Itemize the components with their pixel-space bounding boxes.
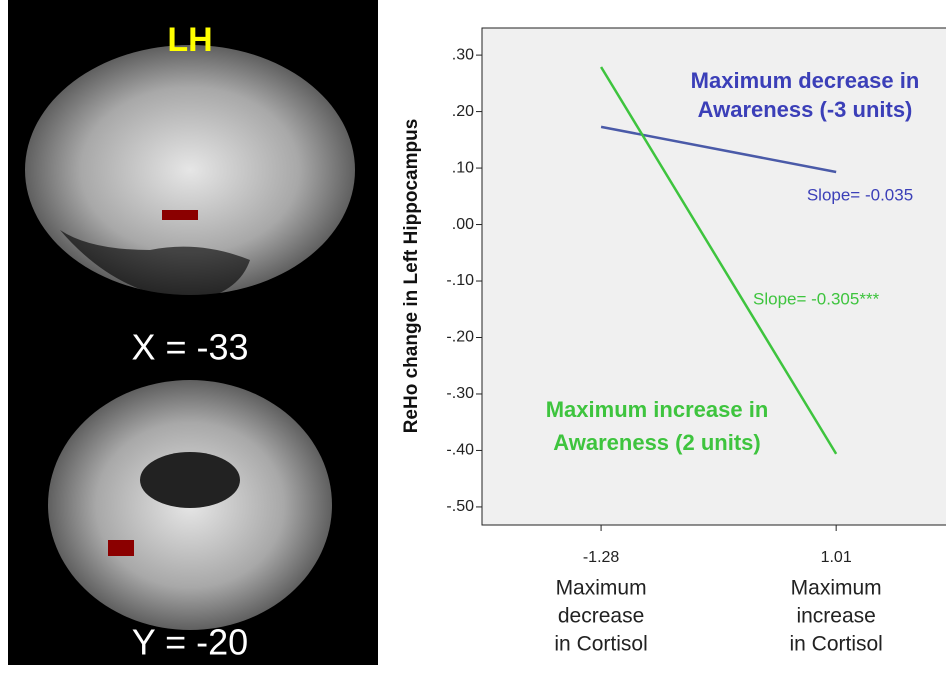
x-description: increase: [796, 605, 875, 628]
y-tick-label: -.40: [446, 442, 474, 459]
annotation: Slope= -0.305***: [753, 289, 880, 308]
x-description: in Cortisol: [789, 633, 882, 656]
y-tick-label: .10: [452, 159, 474, 176]
y-tick-label: .00: [452, 216, 474, 233]
series-line: [600, 66, 838, 455]
y-tick-label: -.50: [446, 498, 474, 515]
y-tick-label: -.20: [446, 329, 474, 346]
slice-label: X = -33: [131, 327, 248, 368]
activation-blob: [108, 540, 134, 556]
plot-area: [481, 27, 946, 526]
x-tick-label: 1.01: [821, 549, 852, 566]
annotation: Slope= -0.035: [807, 185, 913, 204]
brain-shading: [60, 230, 250, 300]
slice-label: Y = -20: [132, 622, 248, 663]
ventricle: [140, 452, 240, 508]
sagittal-brain: [25, 45, 355, 295]
activation-blob: [162, 210, 198, 220]
y-tick-label: .30: [452, 46, 474, 63]
x-tick-label: -1.28: [583, 549, 620, 566]
x-description: in Cortisol: [554, 633, 647, 656]
y-tick-label: .20: [452, 103, 474, 120]
y-tick-label: -.10: [446, 272, 474, 289]
annotation: Awareness (-3 units): [698, 97, 913, 122]
annotation: Awareness (2 units): [553, 430, 760, 455]
x-description: Maximum: [556, 577, 647, 600]
annotation: Maximum increase in: [546, 397, 769, 422]
y-axis-label: ReHo change in Left Hippocampus: [401, 119, 422, 434]
series-line: [600, 125, 837, 174]
y-tick-label: -.30: [446, 385, 474, 402]
hemisphere-label: LH: [167, 21, 212, 59]
x-description: decrease: [558, 605, 644, 628]
x-description: Maximum: [791, 577, 882, 600]
annotation: Maximum decrease in: [691, 68, 920, 93]
